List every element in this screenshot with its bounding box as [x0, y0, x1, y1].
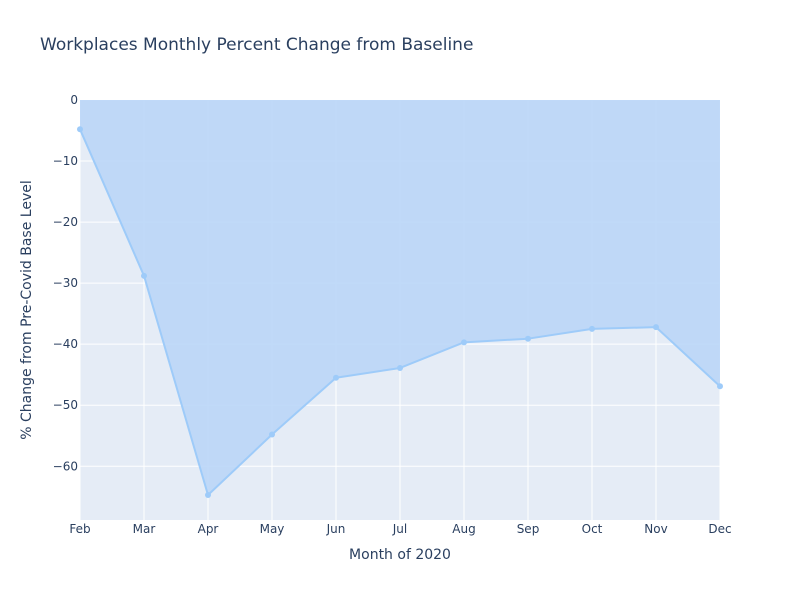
data-point-jun[interactable] — [333, 374, 339, 381]
data-point-dec[interactable] — [717, 383, 723, 390]
x-tick-label: Dec — [708, 522, 731, 536]
x-tick-label: Apr — [198, 522, 219, 536]
data-point-may[interactable] — [269, 431, 275, 438]
x-tick-label: Oct — [582, 522, 603, 536]
y-tick-label: −60 — [53, 459, 78, 473]
x-axis-title: Month of 2020 — [349, 547, 451, 563]
x-tick-label: Feb — [69, 522, 90, 536]
x-tick-label: Jun — [326, 522, 346, 536]
data-point-apr[interactable] — [205, 491, 211, 498]
data-point-nov[interactable] — [653, 324, 659, 331]
data-point-aug[interactable] — [461, 339, 467, 346]
data-point-mar[interactable] — [141, 272, 147, 279]
y-axis-ticks: 0 −10 −20 −30 −40 −50 −60 — [53, 93, 78, 473]
y-tick-label: −50 — [53, 398, 78, 412]
chart-title: Workplaces Monthly Percent Change from B… — [40, 35, 473, 55]
data-markers — [77, 126, 723, 498]
x-tick-label: Nov — [644, 522, 667, 536]
data-point-feb[interactable] — [77, 126, 83, 133]
plot-area — [77, 99, 723, 520]
area-fill — [80, 100, 720, 495]
x-tick-label: Aug — [452, 522, 475, 536]
y-tick-label: −30 — [53, 276, 78, 290]
y-axis-title: % Change from Pre-Covid Base Level — [19, 180, 35, 440]
y-tick-label: 0 — [70, 93, 78, 107]
y-tick-label: −40 — [53, 337, 78, 351]
data-point-oct[interactable] — [589, 325, 595, 332]
y-tick-label: −10 — [53, 154, 78, 168]
data-point-jul[interactable] — [397, 364, 403, 371]
x-axis-ticks: Feb Mar Apr May Jun Jul Aug Sep Oct Nov Dec — [69, 522, 731, 536]
x-tick-label: Mar — [133, 522, 156, 536]
data-point-sep[interactable] — [525, 335, 531, 342]
y-tick-label: −20 — [53, 215, 78, 229]
x-tick-label: Jul — [392, 522, 407, 536]
x-tick-label: Sep — [517, 522, 540, 536]
x-tick-label: May — [260, 522, 285, 536]
